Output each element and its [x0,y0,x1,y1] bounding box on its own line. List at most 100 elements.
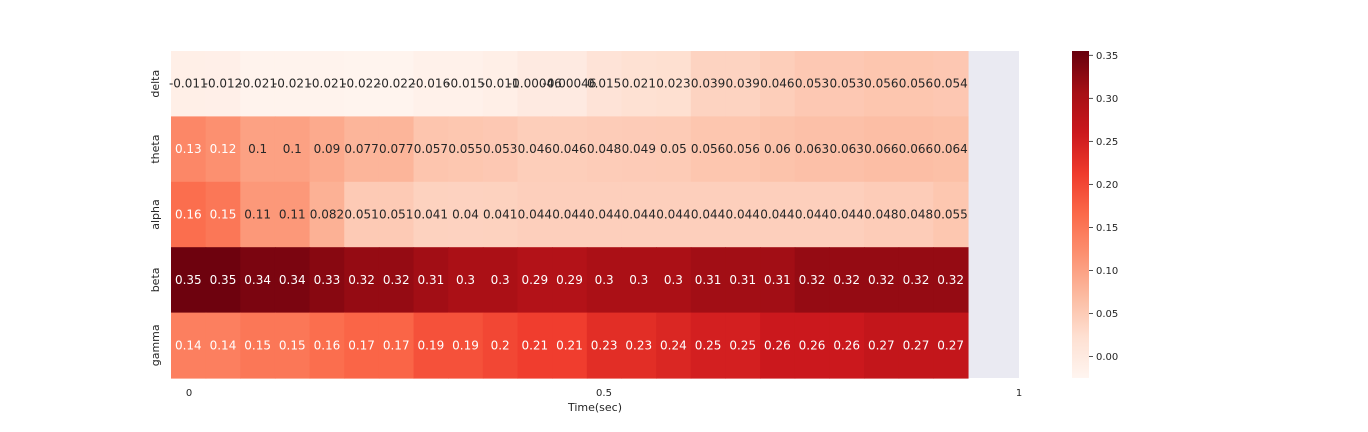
cell-annotation: 0.044 [518,208,552,222]
cell-annotation: 0.31 [695,273,722,287]
y-tick-label-beta: beta [149,267,162,292]
cell-annotation: 0.049 [622,142,656,156]
heatmap-cell [171,247,207,314]
cell-annotation: 0.26 [833,338,860,352]
heatmap-cell [725,181,761,248]
heatmap-cell [448,247,484,314]
heatmap-cell [413,116,449,183]
heatmap-cell [586,116,623,183]
heatmap-cell [274,181,311,248]
cell-annotation: 0.11 [244,208,271,222]
cell-annotation: 0.26 [764,338,791,352]
heatmap-cell [171,181,207,248]
heatmap-cell [864,181,900,248]
cell-annotation: 0.055 [448,142,482,156]
heatmap-cell [898,116,934,183]
cell-annotation: 0.1 [283,142,302,156]
cell-annotation: 0.063 [830,142,864,156]
cell-annotation: 0.23 [591,338,618,352]
heatmap-cell [517,247,553,314]
heatmap-cell [448,51,484,117]
heatmap-cell [621,51,657,117]
cell-annotation: -0.021 [238,77,277,91]
cell-annotation: -0.021 [273,77,312,91]
cell-annotation: 0.048 [899,208,933,222]
heatmap-cell [933,181,969,248]
cell-annotation: 0.064 [933,142,967,156]
heatmap-cell [794,181,830,248]
cell-annotation: 0.06 [764,142,791,156]
heatmap-cell [274,116,311,183]
heatmap-cell [690,51,726,117]
cell-annotation: 0.34 [279,273,306,287]
cell-annotation: -0.022 [342,77,381,91]
heatmap-cell [690,116,726,183]
cell-annotation: -0.011 [169,77,208,91]
heatmap-cell [378,247,415,314]
y-tick-label-theta: theta [149,135,162,164]
heatmap-cell [240,247,276,314]
heatmap-cell [309,51,345,117]
colorbar-tick-label: 0.25 [1096,137,1118,148]
heatmap-cell [864,116,900,183]
heatmap-cell [171,116,207,183]
cell-annotation: 0.25 [695,338,722,352]
cell-annotation: 0.041 [414,208,448,222]
heatmap-cell [933,247,969,314]
heatmap-cell [621,181,657,248]
heatmap-cell [482,312,519,379]
cell-annotation: -0.021 [308,77,347,91]
heatmap-cell [864,247,900,314]
heatmap-cell [482,247,519,314]
heatmap-cell [517,116,553,183]
cell-annotation: 0.32 [868,273,895,287]
cell-annotation: 0.053 [830,77,864,91]
cell-annotation: 0.25 [729,338,756,352]
heatmap-cell [621,116,657,183]
heatmap-cell [205,116,241,183]
cell-annotation: 0.077 [379,142,413,156]
heatmap-cell [309,181,345,248]
heatmap-cell [240,312,276,379]
heatmap-cell [794,116,830,183]
cell-annotation: 0.16 [314,338,341,352]
cell-annotation: 0.32 [833,273,860,287]
heatmap-cell [413,247,449,314]
heatmap-cell [378,51,415,117]
colorbar-tick-label: 0.20 [1096,180,1118,191]
heatmap-cell [725,51,761,117]
heatmap-cell [274,247,311,314]
cell-annotation: 0.14 [175,338,202,352]
colorbar-tick-label: 0.10 [1096,266,1118,277]
heatmap-cell [517,181,553,248]
heatmap-cell [344,181,380,248]
cell-annotation: 0.34 [244,273,271,287]
heatmap-cell [552,181,588,248]
heatmap-cell [552,116,588,183]
cell-annotation: 0.3 [456,273,475,287]
colorbar-tick-label: 0.15 [1096,223,1118,234]
cell-annotation: 0.15 [210,208,237,222]
cell-annotation: 0.044 [622,208,656,222]
cell-annotation: 0.1 [248,142,267,156]
x-tick-labels: 0 0.5 1 [186,388,1022,399]
heatmap-cell [482,116,519,183]
cell-annotation: 0.35 [175,273,202,287]
cell-annotation: -0.00046 [508,77,562,91]
cell-annotation: 0.24 [660,338,687,352]
cell-annotation: 0.044 [691,208,725,222]
cell-annotation: 0.31 [418,273,445,287]
cell-annotation: 0.056 [899,77,933,91]
cell-annotation: 0.048 [864,208,898,222]
cell-annotation: 0.066 [864,142,898,156]
heatmap-cell [274,312,311,379]
cell-annotation: 0.3 [491,273,510,287]
cell-annotation: 0.051 [344,208,378,222]
cell-annotation: 0.11 [279,208,306,222]
heatmap-cell [413,51,449,117]
cell-annotation: 0.33 [314,273,341,287]
cell-annotation: 0.32 [903,273,930,287]
cell-annotation: 0.17 [383,338,410,352]
cell-annotation: 0.05 [660,142,687,156]
heatmap-cell [274,51,311,117]
